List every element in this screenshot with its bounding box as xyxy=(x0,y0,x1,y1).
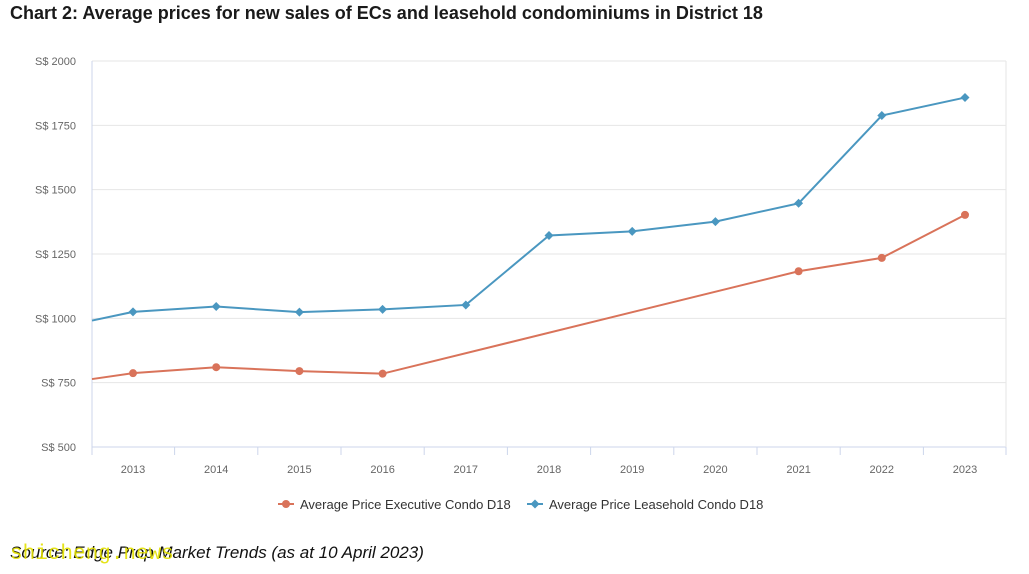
data-point-marker xyxy=(461,300,471,310)
chart-title: Chart 2: Average prices for new sales of… xyxy=(10,3,763,23)
y-tick-label: S$ 1250 xyxy=(35,249,76,261)
data-point-marker xyxy=(961,210,969,219)
x-tick-label: 2014 xyxy=(204,464,228,476)
data-point-marker xyxy=(129,369,137,378)
y-tick-label: S$ 1500 xyxy=(35,185,76,197)
data-point-marker xyxy=(794,198,804,208)
x-tick-label: 2022 xyxy=(870,464,894,476)
x-tick-label: 2017 xyxy=(454,464,478,476)
data-point-marker xyxy=(960,93,970,103)
y-tick-label: S$ 750 xyxy=(41,378,76,390)
legend-item[interactable]: Average Price Executive Condo D18 xyxy=(278,497,511,512)
data-point-marker xyxy=(211,301,221,311)
data-point-marker xyxy=(378,369,387,378)
x-tick-label: 2015 xyxy=(287,464,311,476)
data-point-marker xyxy=(877,253,886,262)
data-point-marker xyxy=(877,111,887,121)
source-note: Source: Edge Prop Market Trends (as at 1… xyxy=(10,543,424,562)
legend-marker xyxy=(282,500,290,508)
data-point-marker xyxy=(294,307,304,317)
x-tick-label: 2020 xyxy=(703,464,727,476)
series-2 xyxy=(91,93,970,322)
y-tick-label: S$ 1750 xyxy=(35,120,76,132)
data-point-marker xyxy=(128,307,138,317)
data-point-marker xyxy=(710,217,720,227)
x-tick-label: 2018 xyxy=(537,464,561,476)
x-tick-label: 2021 xyxy=(786,464,810,476)
data-point-marker xyxy=(295,367,304,376)
data-point-marker xyxy=(794,267,803,276)
x-tick-label: 2023 xyxy=(953,464,977,476)
series-line xyxy=(91,213,966,381)
series-line xyxy=(91,96,966,322)
y-tick-label: S$ 2000 xyxy=(35,56,76,68)
legend-marker xyxy=(530,499,540,509)
legend-label: Average Price Executive Condo D18 xyxy=(300,497,511,512)
series-1 xyxy=(91,210,969,381)
y-axis-tick-labels: S$ 500 S$ 750 S$ 1000 S$ 1250 S$ 1500 S$ 1750… xyxy=(35,56,76,454)
x-tick-label: 2013 xyxy=(121,464,145,476)
legend: Average Price Executive Condo D18 Average… xyxy=(278,497,763,512)
x-tick-label: 2016 xyxy=(370,464,394,476)
data-point-marker xyxy=(627,226,637,236)
y-tick-label: S$ 1000 xyxy=(35,313,76,325)
legend-label: Average Price Leasehold Condo D18 xyxy=(549,497,763,512)
data-point-marker xyxy=(212,363,221,372)
grid-lines xyxy=(92,60,1006,448)
y-tick-label: S$ 500 xyxy=(41,442,76,454)
data-point-marker xyxy=(378,304,388,314)
x-tick-label: 2019 xyxy=(620,464,644,476)
legend-item[interactable]: Average Price Leasehold Condo D18 xyxy=(527,497,763,512)
x-axis: 2013 2014 2015 2016 2017 2018 2019 2020 2021 2022… xyxy=(91,61,1007,476)
data-point-marker xyxy=(544,230,554,240)
watermark: shicheng.news xyxy=(10,543,174,566)
series-lines xyxy=(91,93,970,381)
